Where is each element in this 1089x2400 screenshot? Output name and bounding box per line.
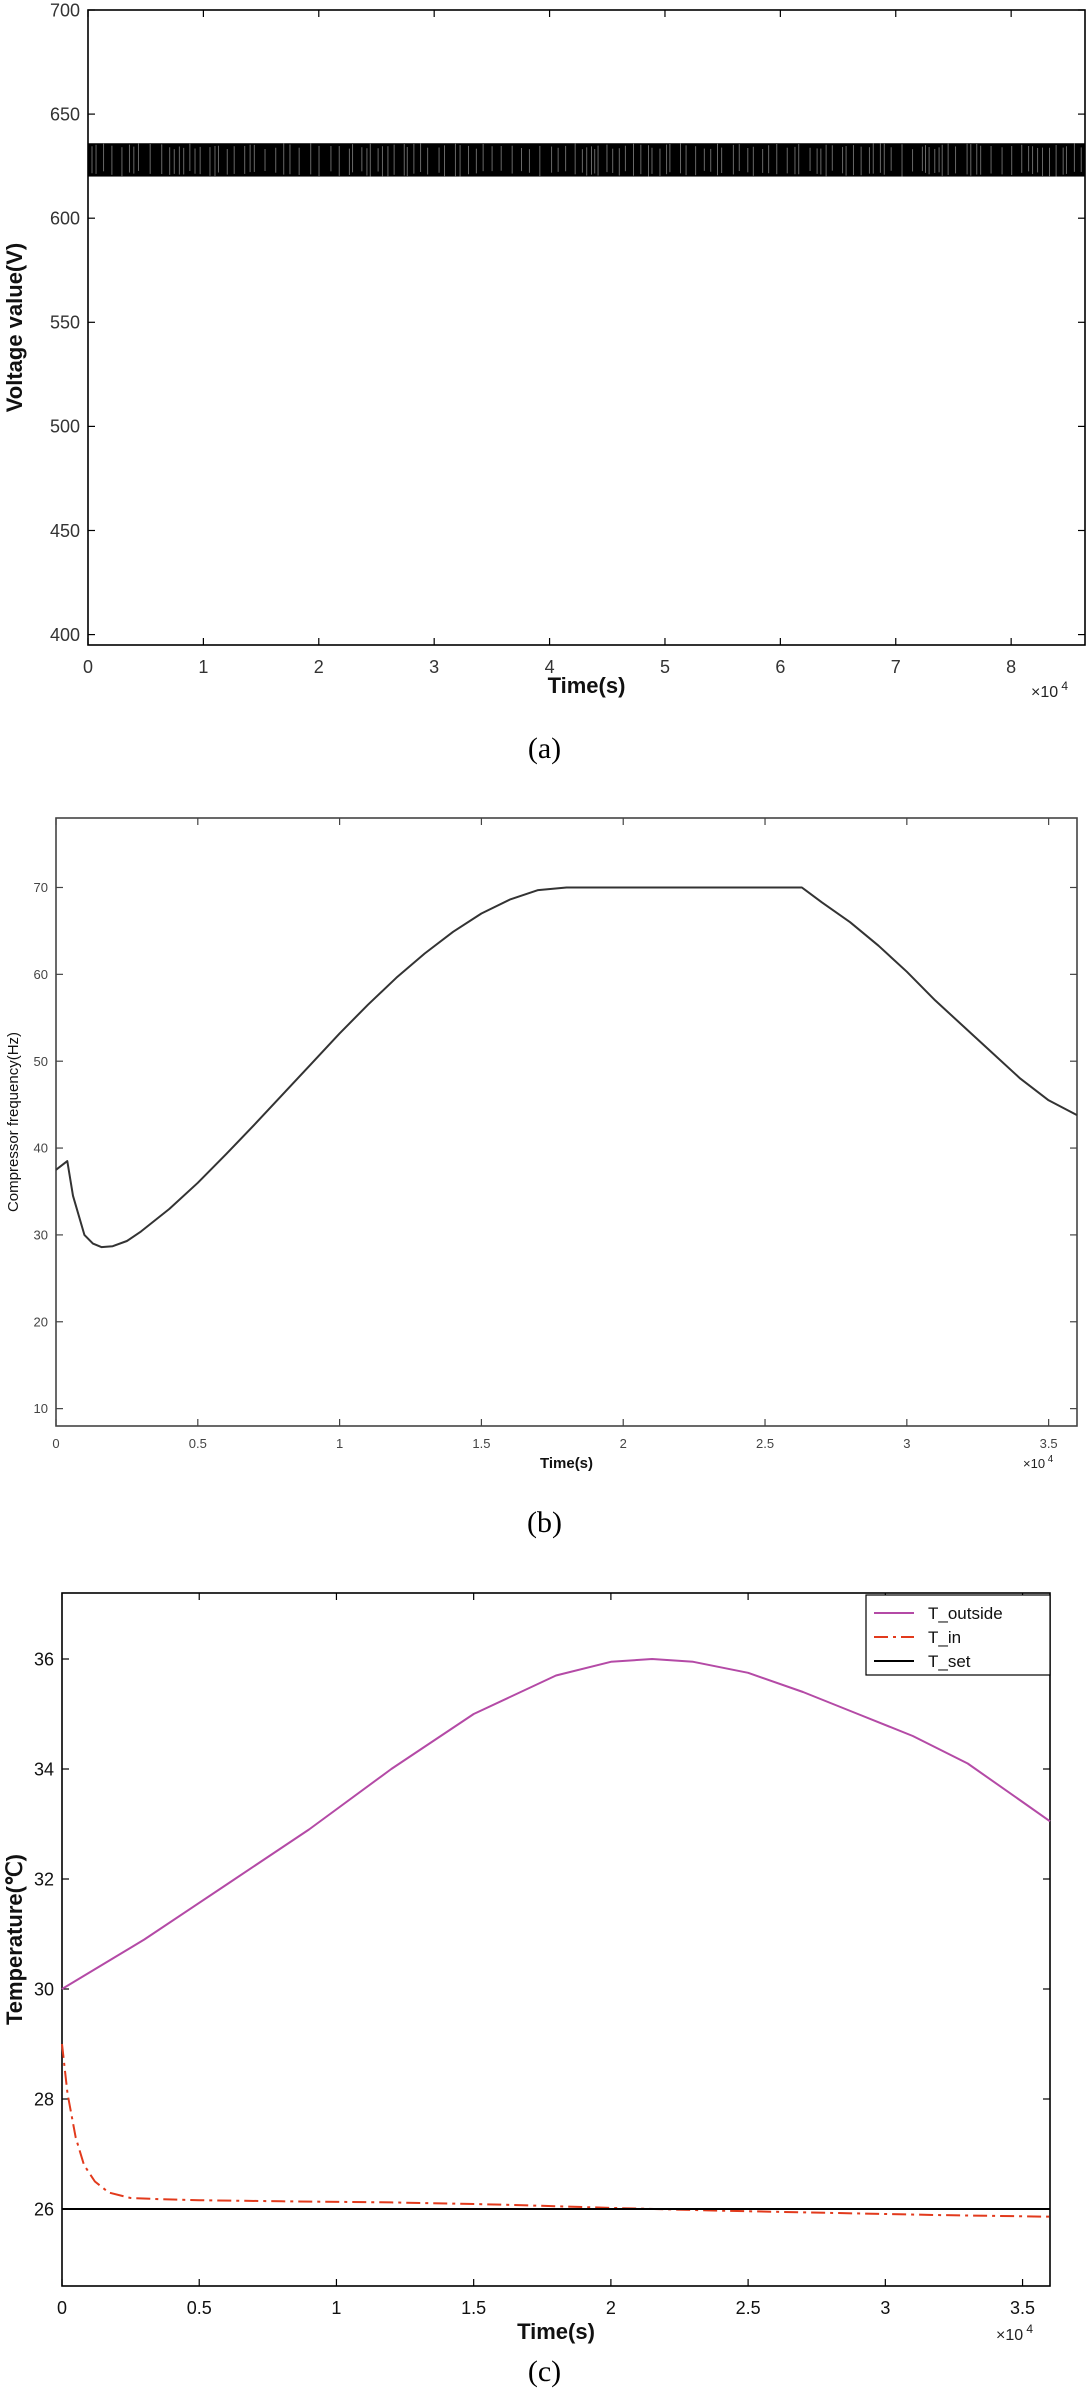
y-tick-label: 400 (50, 625, 80, 645)
x-axis-label: Time(s) (517, 2319, 595, 2344)
x-tick-label: 4 (545, 657, 555, 677)
series-line-t-outside (61, 1658, 1051, 1990)
x-tick-label: 2 (314, 657, 324, 677)
x-tick-label: 3.5 (1010, 2298, 1035, 2318)
legend-label: T_outside (928, 1604, 1003, 1623)
x-axis-label: Time(s) (540, 1455, 593, 1472)
x-tick-label: 0 (57, 2298, 67, 2318)
y-tick-label: 20 (34, 1314, 48, 1329)
x-tick-label: 1.5 (461, 2298, 486, 2318)
x-tick-label: 1.5 (472, 1436, 490, 1451)
x-tick-label: 3.5 (1040, 1436, 1058, 1451)
x-tick-label: 1 (336, 1436, 343, 1451)
x-axis-multiplier: ×10 (1023, 1456, 1045, 1471)
y-tick-label: 36 (34, 1649, 54, 1669)
x-tick-label: 7 (891, 657, 901, 677)
legend: T_outside T_in T_set (865, 1594, 1051, 1676)
caption-b: (b) (527, 1506, 562, 1539)
series-line-t-in (61, 2043, 1051, 2218)
y-tick-label: 70 (34, 880, 48, 895)
y-tick-label: 550 (50, 313, 80, 333)
y-axis-label: Temperature(℃) (2, 1854, 27, 2025)
x-tick-label: 2.5 (756, 1436, 774, 1451)
x-tick-label: 5 (660, 657, 670, 677)
x-axis-label: Time(s) (548, 673, 626, 698)
x-tick-label: 2 (606, 2298, 616, 2318)
y-axis-label: Voltage value(V) (2, 243, 27, 413)
y-tick-label: 650 (50, 104, 80, 124)
panel-a: 0 1 2 3 4 5 6 7 8 400 450 500 550 600 650 700 Time(s) Vol… (0, 0, 1089, 790)
legend-label: T_set (928, 1652, 971, 1671)
x-axis-multiplier-exponent: 4 (1061, 679, 1068, 693)
x-tick-label: 1 (331, 2298, 341, 2318)
y-tick-label: 26 (34, 2199, 54, 2219)
y-tick-label: 600 (50, 208, 80, 228)
y-tick-label: 450 (50, 521, 80, 541)
caption-c: (c) (527, 2355, 562, 2388)
x-tick-label: 2 (620, 1436, 627, 1451)
plot-frame (55, 817, 1078, 1427)
series-line-0 (55, 886, 1078, 1249)
x-tick-label: 2.5 (736, 2298, 761, 2318)
y-tick-label: 28 (34, 2089, 54, 2109)
y-tick-label: 32 (34, 1869, 54, 1889)
panel-b: 0 0.5 1 1.5 2 2.5 3 3.5 10 20 30 40 50 60 70 Time(s) Com… (0, 790, 1089, 1565)
x-tick-label: 6 (775, 657, 785, 677)
x-axis-multiplier-exponent: 4 (1048, 1454, 1054, 1465)
x-tick-label: 1 (198, 657, 208, 677)
y-tick-label: 10 (34, 1401, 48, 1416)
y-tick-label: 60 (34, 967, 48, 982)
voltage-band (88, 143, 1085, 177)
y-tick-label: 40 (34, 1141, 48, 1156)
x-tick-label: 0 (83, 657, 93, 677)
x-tick-label: 0.5 (187, 2298, 212, 2318)
plot-frame (61, 1592, 1051, 2287)
x-tick-label: 3 (880, 2298, 890, 2318)
x-tick-label: 3 (429, 657, 439, 677)
compressor-frequency-chart: 0 0.5 1 1.5 2 2.5 3 3.5 10 20 30 40 50 60 70 Time(s) Com… (5, 817, 1078, 1472)
x-tick-label: 0.5 (189, 1436, 207, 1451)
y-tick-label: 30 (34, 1979, 54, 1999)
temperature-chart: 0 0.5 1 1.5 2 2.5 3 3.5 26 28 30 32 34 36 Time(s) Tempe… (2, 1592, 1051, 2344)
y-tick-label: 500 (50, 417, 80, 437)
voltage-chart: 0 1 2 3 4 5 6 7 8 400 450 500 550 600 650 700 Time(s) Vol… (2, 0, 1086, 701)
plot-frame (87, 9, 1086, 646)
legend-label: T_in (928, 1628, 961, 1647)
caption-a: (a) (527, 732, 562, 765)
y-axis-label: Compressor frequency(Hz) (5, 1032, 22, 1212)
x-axis-multiplier: ×10 (1031, 684, 1058, 701)
x-tick-label: 8 (1006, 657, 1016, 677)
x-axis-multiplier: ×10 (996, 2327, 1023, 2344)
y-tick-label: 30 (34, 1227, 48, 1242)
panel-c: 0 0.5 1 1.5 2 2.5 3 3.5 26 28 30 32 34 36 Time(s) Tempe… (0, 1565, 1089, 2400)
y-tick-label: 50 (34, 1054, 48, 1069)
x-tick-label: 3 (903, 1436, 910, 1451)
x-tick-label: 0 (52, 1436, 59, 1451)
x-axis-multiplier-exponent: 4 (1026, 2322, 1033, 2336)
y-tick-label: 34 (34, 1759, 54, 1779)
y-tick-label: 700 (50, 0, 80, 20)
